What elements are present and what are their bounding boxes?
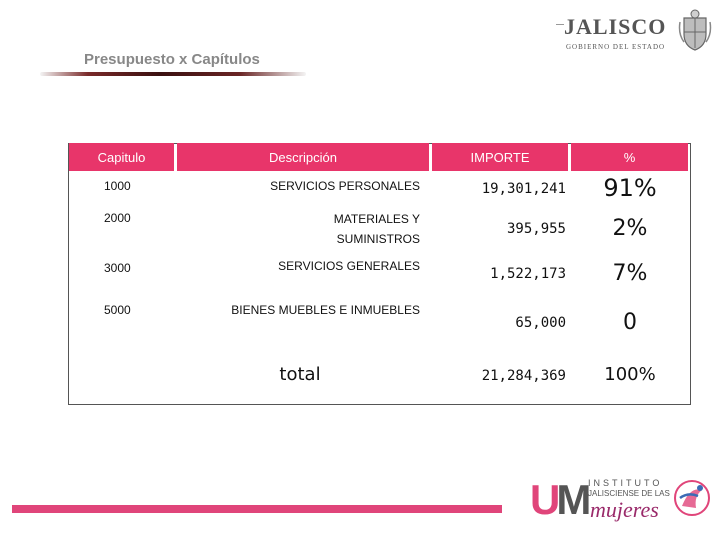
row-3-importe: 1,522,173 [490,266,566,282]
row-1-descripcion: SERVICIOS PERSONALES [270,179,420,193]
row-4-porcentaje: 0 [623,310,637,335]
coat-of-arms-icon [678,9,712,51]
row-1-porcentaje: 91% [603,174,657,202]
header-importe: IMPORTE [432,143,568,171]
institute-line-1: INSTITUTO [588,478,663,488]
header-porcentaje: % [571,143,688,171]
um-mark: UM [530,476,591,524]
row-2-capitulo: 2000 [104,211,131,225]
row-2-importe: 395,955 [506,221,566,237]
row-3-porcentaje: 7% [612,261,648,286]
total-label: total [279,364,321,385]
jalisco-logo-subtitle: GOBIERNO DEL ESTADO [566,43,666,51]
jalisco-logo: JALISCO GOBIERNO DEL ESTADO [556,6,716,56]
institute-line-3: mujeres [590,497,659,522]
row-4-capitulo: 5000 [104,303,131,317]
instituto-mujeres-logo: UM INSTITUTO JALISCIENSE DE LAS mujeres [530,470,715,530]
row-2-porcentaje: 2% [612,216,648,241]
budget-table [68,143,691,405]
row-4-descripcion: BIENES MUEBLES E INMUEBLES [231,303,420,317]
title-underline [40,72,306,76]
institute-line-2: JALISCIENSE DE LAS [588,489,670,498]
row-1-importe: 19,301,241 [481,181,566,197]
um-mark-m: M [556,476,591,523]
slide-title: Presupuesto x Capítulos [84,51,260,68]
um-mark-u: U [530,476,560,523]
footer-bar [12,505,502,513]
row-4-importe: 65,000 [515,315,566,331]
row-3-descripcion: SERVICIOS GENERALES [278,259,420,273]
row-3-capitulo: 3000 [104,261,131,275]
logo-rule [556,24,564,25]
row-1-capitulo: 1000 [104,179,131,193]
jalisco-logo-word: JALISCO [564,14,667,39]
total-importe: 21,284,369 [481,368,566,384]
total-porcentaje: 100% [604,364,656,385]
header-capitulo: Capitulo [69,143,174,171]
header-descripcion: Descripción [177,143,429,171]
row-2-descripcion-line1: MATERIALES Y [333,212,420,226]
row-2-descripcion-line2: SUMINISTROS [336,232,420,246]
institute-emblem-icon [674,480,710,516]
